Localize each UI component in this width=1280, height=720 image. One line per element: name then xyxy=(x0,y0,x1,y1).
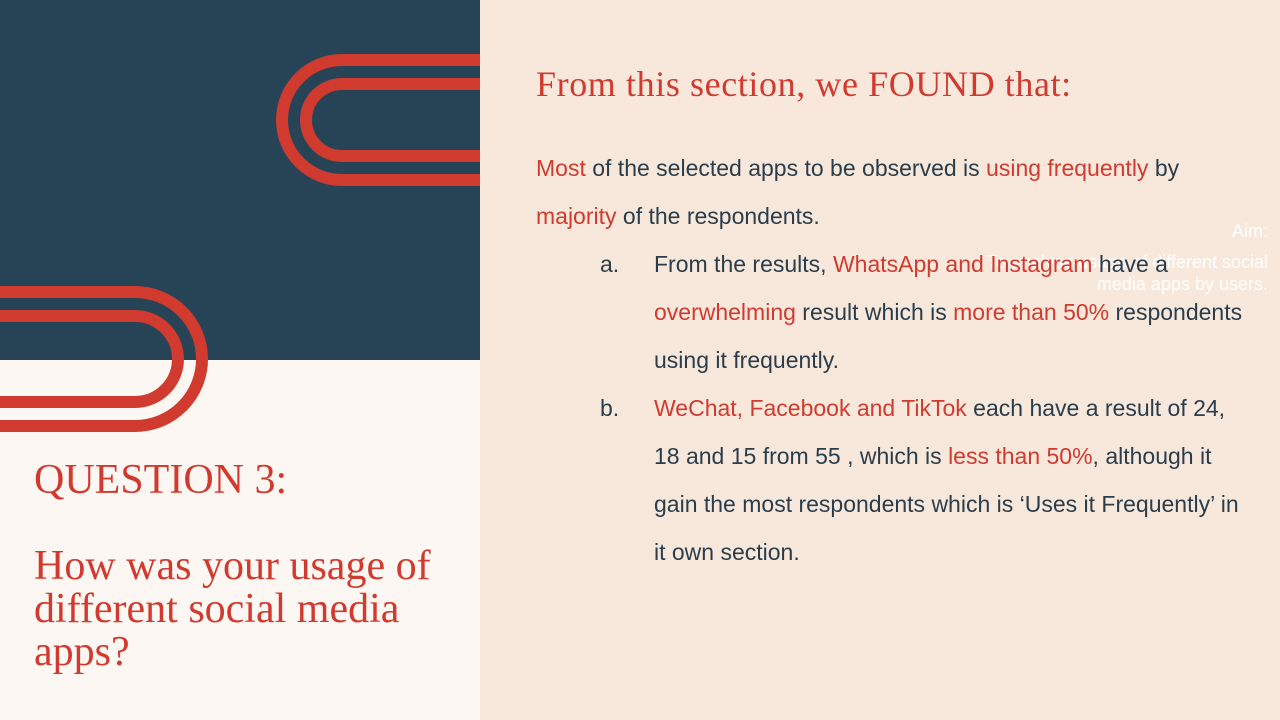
question-text: How was your usage of different social m… xyxy=(34,543,431,675)
list-marker: a. xyxy=(600,251,620,277)
top-arc-outer xyxy=(276,54,480,186)
point-segment: From the results, xyxy=(654,251,833,277)
intro-segment: Most xyxy=(536,155,586,181)
point-segment: WhatsApp and Instagram xyxy=(832,251,1093,277)
decorative-arcs xyxy=(0,54,480,432)
point-segment: WeChat, Facebook and TikTok xyxy=(654,395,967,421)
findings-heading: From this section, we FOUND that: xyxy=(536,64,1072,104)
findings-intro: Most of the selected apps to be observed… xyxy=(536,144,1246,240)
list-item: a. From the results, WhatsApp and Instag… xyxy=(536,240,1246,384)
point-segment: more than 50% xyxy=(953,299,1110,325)
intro-segment: of the respondents. xyxy=(616,203,820,229)
intro-segment: majority xyxy=(536,203,617,229)
mid-arc-inner xyxy=(0,310,184,408)
findings-panel xyxy=(480,0,1280,720)
point-segment: each have a result of 24, 18 and 15 from… xyxy=(654,395,1226,469)
intro-segment: of the selected apps to be observed is xyxy=(585,155,987,181)
intro-segment: using frequently xyxy=(986,155,1149,181)
point-segment: less than 50% xyxy=(948,443,1093,469)
mid-arc-outer xyxy=(0,286,208,432)
point-segment: overwhelming xyxy=(654,299,796,325)
aim-label: Aim: xyxy=(1232,221,1268,241)
list-marker: b. xyxy=(600,395,620,421)
point-segment: respondents using it frequently. xyxy=(654,299,1243,373)
aim-text: To analyse usage of different social med… xyxy=(987,252,1268,294)
point-segment: , although it gain the most respondents … xyxy=(654,443,1239,565)
list-item: b. WeChat, Facebook and TikTok each have… xyxy=(536,384,1246,576)
point-segment: have a xyxy=(1092,251,1168,277)
question-label: QUESTION 3: xyxy=(34,457,288,503)
intro-segment: by xyxy=(1148,155,1180,181)
point-segment: result which is xyxy=(795,299,954,325)
findings-list: a. From the results, WhatsApp and Instag… xyxy=(536,240,1246,576)
top-arc-inner xyxy=(300,78,480,162)
